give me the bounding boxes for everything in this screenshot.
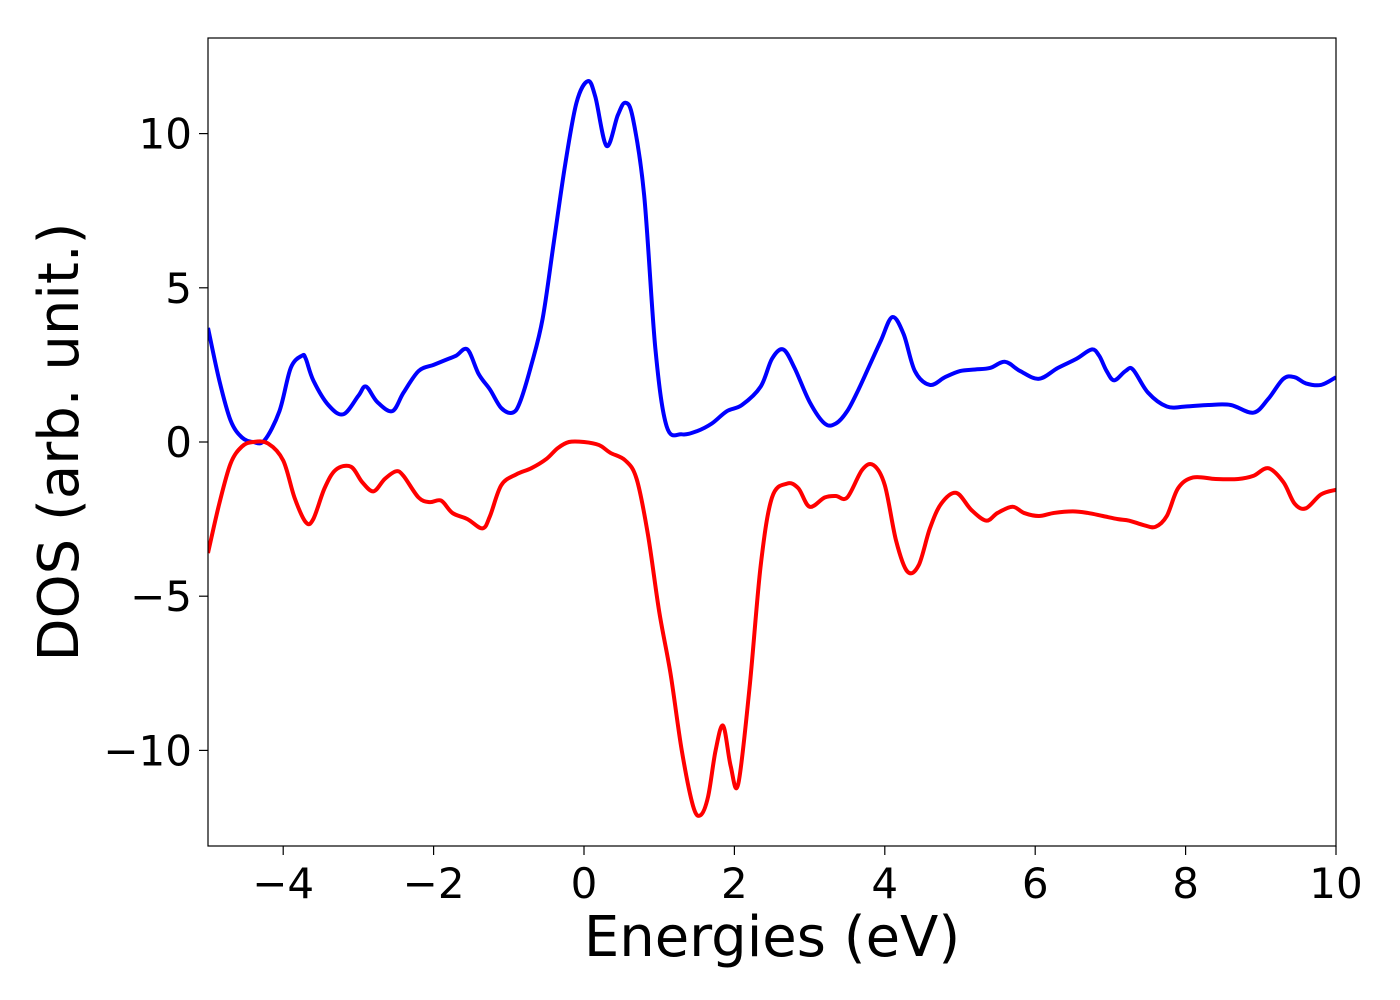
x-axis-label: Energies (eV) [584,905,960,970]
series-line-blue [208,79,1336,446]
x-tick-label: 6 [1022,859,1049,908]
y-tick-label: −10 [103,726,192,775]
series-layer [208,79,1336,818]
x-tick-label: −4 [252,859,314,908]
x-axis-ticks: −4 −2 0 2 4 6 8 10 [252,846,1363,908]
x-tick-label: 2 [721,859,748,908]
y-tick-label: 10 [139,110,192,159]
x-tick-label: 4 [871,859,898,908]
y-axis-ticks: −10 −5 0 5 10 [103,110,208,775]
x-tick-label: 0 [571,859,598,908]
y-tick-label: 5 [165,264,192,313]
y-tick-label: −5 [130,572,192,621]
x-tick-label: 10 [1309,859,1362,908]
y-axis-label: DOS (arb. unit.) [27,222,92,661]
plot-area-frame [207,37,1337,847]
series-line-red [208,439,1336,818]
x-tick-label: −2 [403,859,465,908]
y-tick-label: 0 [165,418,192,467]
x-tick-label: 8 [1172,859,1199,908]
